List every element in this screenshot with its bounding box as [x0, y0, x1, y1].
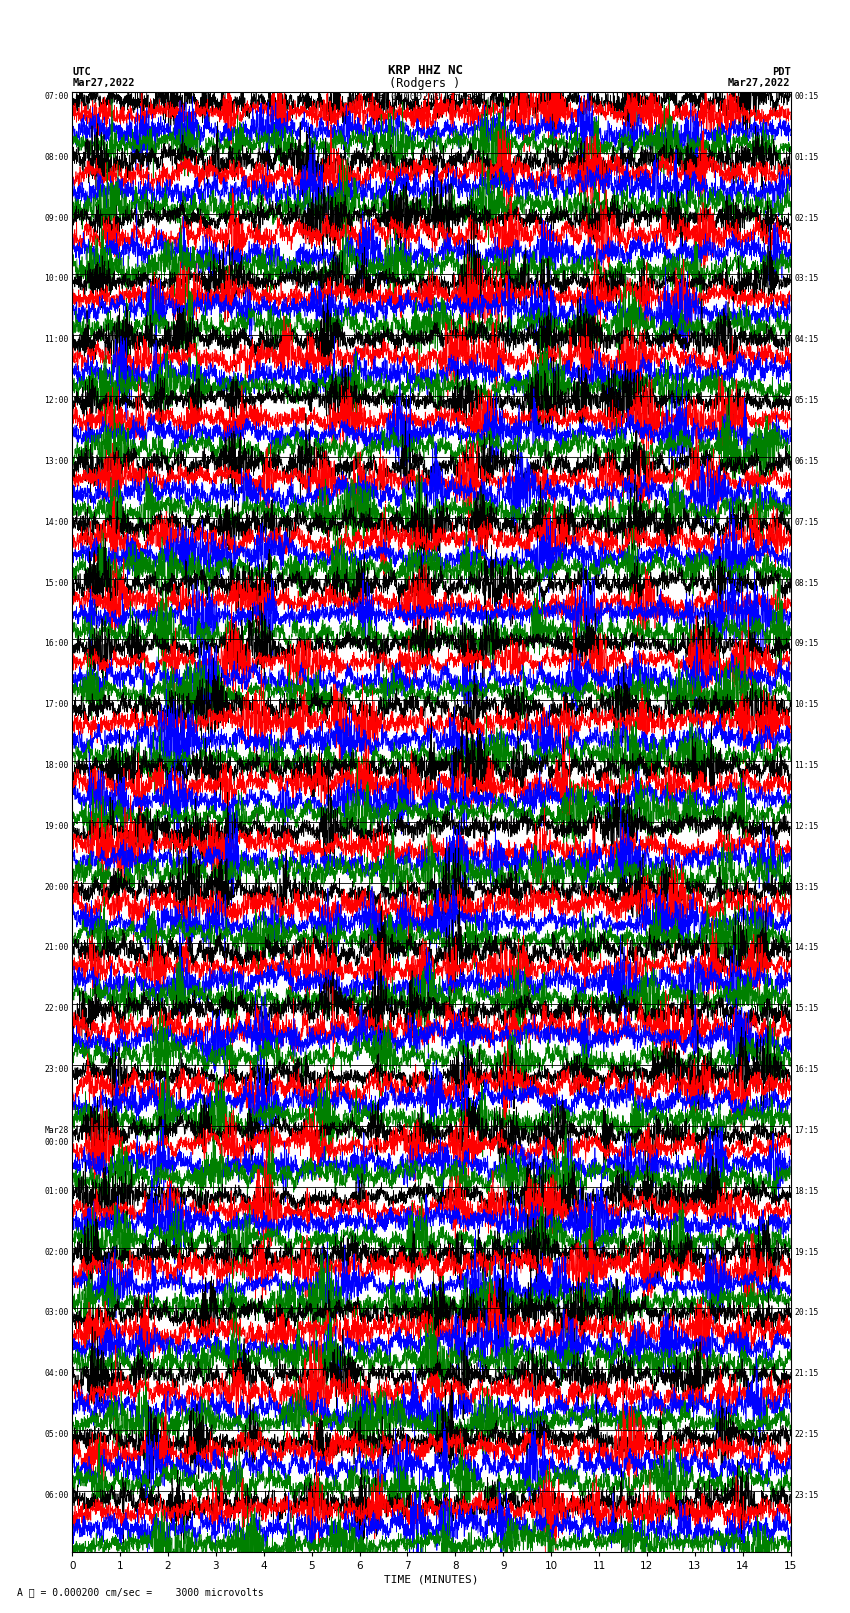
Text: 17:15: 17:15 — [794, 1126, 819, 1136]
Text: 10:00: 10:00 — [44, 274, 69, 284]
Text: 23:15: 23:15 — [794, 1490, 819, 1500]
Text: 01:00: 01:00 — [44, 1187, 69, 1195]
Text: 18:15: 18:15 — [794, 1187, 819, 1195]
Text: 13:00: 13:00 — [44, 456, 69, 466]
Text: 23:00: 23:00 — [44, 1065, 69, 1074]
Text: 15:15: 15:15 — [794, 1005, 819, 1013]
Text: 08:00: 08:00 — [44, 153, 69, 161]
Text: 06:15: 06:15 — [794, 456, 819, 466]
Text: 15:00: 15:00 — [44, 579, 69, 587]
Text: 02:15: 02:15 — [794, 213, 819, 223]
Text: 08:15: 08:15 — [794, 579, 819, 587]
Text: 07:00: 07:00 — [44, 92, 69, 102]
Text: 01:15: 01:15 — [794, 153, 819, 161]
Text: 14:00: 14:00 — [44, 518, 69, 527]
Text: 03:00: 03:00 — [44, 1308, 69, 1318]
Text: 06:00: 06:00 — [44, 1490, 69, 1500]
Text: KRP HHZ NC: KRP HHZ NC — [388, 63, 462, 77]
Text: 02:00: 02:00 — [44, 1247, 69, 1257]
Text: 16:00: 16:00 — [44, 639, 69, 648]
Text: Mar27,2022: Mar27,2022 — [72, 77, 135, 87]
Text: ⎸ = 0.000200 cm/sec: ⎸ = 0.000200 cm/sec — [366, 90, 484, 100]
Text: 00:00: 00:00 — [44, 1137, 69, 1147]
Text: 14:15: 14:15 — [794, 944, 819, 952]
Text: A ⎸ = 0.000200 cm/sec =    3000 microvolts: A ⎸ = 0.000200 cm/sec = 3000 microvolts — [17, 1587, 264, 1597]
Text: 07:15: 07:15 — [794, 518, 819, 527]
Text: 16:15: 16:15 — [794, 1065, 819, 1074]
Text: 04:00: 04:00 — [44, 1369, 69, 1378]
Text: 12:15: 12:15 — [794, 823, 819, 831]
Text: 22:00: 22:00 — [44, 1005, 69, 1013]
Text: 12:00: 12:00 — [44, 397, 69, 405]
Text: 11:00: 11:00 — [44, 336, 69, 344]
Text: Mar28: Mar28 — [44, 1126, 69, 1136]
Text: PDT: PDT — [772, 66, 791, 77]
Text: 13:15: 13:15 — [794, 882, 819, 892]
Text: 18:00: 18:00 — [44, 761, 69, 769]
Text: 09:00: 09:00 — [44, 213, 69, 223]
Text: 19:15: 19:15 — [794, 1247, 819, 1257]
Text: 03:15: 03:15 — [794, 274, 819, 284]
X-axis label: TIME (MINUTES): TIME (MINUTES) — [384, 1574, 479, 1586]
Text: 20:00: 20:00 — [44, 882, 69, 892]
Text: 05:00: 05:00 — [44, 1431, 69, 1439]
Text: 20:15: 20:15 — [794, 1308, 819, 1318]
Text: 21:15: 21:15 — [794, 1369, 819, 1378]
Text: 05:15: 05:15 — [794, 397, 819, 405]
Text: (Rodgers ): (Rodgers ) — [389, 76, 461, 90]
Text: 19:00: 19:00 — [44, 823, 69, 831]
Text: 11:15: 11:15 — [794, 761, 819, 769]
Text: 00:15: 00:15 — [794, 92, 819, 102]
Text: UTC: UTC — [72, 66, 91, 77]
Text: 09:15: 09:15 — [794, 639, 819, 648]
Text: 10:15: 10:15 — [794, 700, 819, 710]
Text: 22:15: 22:15 — [794, 1431, 819, 1439]
Text: 04:15: 04:15 — [794, 336, 819, 344]
Text: Mar27,2022: Mar27,2022 — [728, 77, 791, 87]
Text: 17:00: 17:00 — [44, 700, 69, 710]
Text: 21:00: 21:00 — [44, 944, 69, 952]
